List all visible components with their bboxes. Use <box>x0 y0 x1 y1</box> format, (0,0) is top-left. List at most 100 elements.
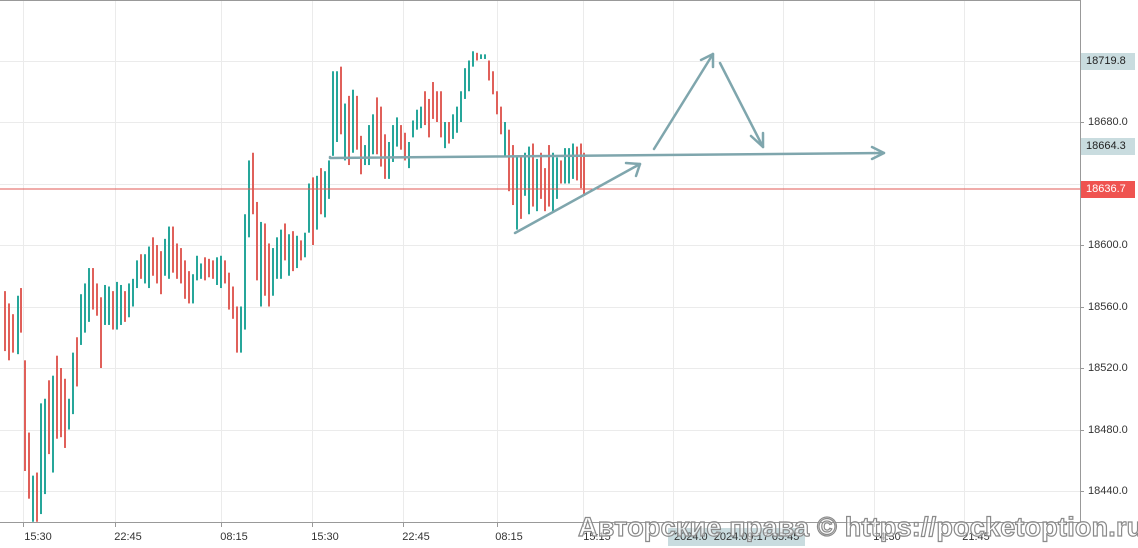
price-bar <box>508 129 510 192</box>
price-bar <box>48 380 50 455</box>
price-bar <box>256 201 258 281</box>
price-bar <box>480 54 482 59</box>
price-bar <box>368 125 370 166</box>
crosshair-time-badge: 2024.0 2024.09.17 05:45 <box>668 528 806 546</box>
price-bar <box>72 352 74 415</box>
price-bar <box>412 120 414 138</box>
price-bar <box>528 146 530 215</box>
drawing-tools-layer[interactable] <box>328 52 886 235</box>
price-bar <box>40 403 42 515</box>
price-bar <box>144 254 146 284</box>
price-bar <box>404 132 406 161</box>
price-bar <box>248 160 250 238</box>
price-bar <box>276 237 278 279</box>
price-bar <box>20 288 22 333</box>
price-bar <box>440 91 442 138</box>
price-bar <box>272 248 274 296</box>
time-tick: 15:30 <box>24 531 52 543</box>
price-bar <box>583 152 585 196</box>
crosshair-time-label: 2024.09.17 05:45 <box>713 531 800 543</box>
price-bar <box>524 152 526 196</box>
price-bar <box>392 125 394 162</box>
horizontal-resistance-line[interactable] <box>328 151 886 160</box>
price-bar <box>268 243 270 307</box>
price-bar <box>136 260 138 289</box>
price-bar <box>516 157 518 230</box>
price-bar <box>28 432 30 499</box>
price-bar <box>156 245 158 284</box>
price-bar <box>416 109 418 130</box>
price-bar <box>308 183 310 233</box>
price-bar <box>360 135 362 175</box>
price-bar <box>188 271 190 304</box>
price-bar <box>408 141 410 169</box>
time-tick: 08:15 <box>220 531 248 543</box>
price-bar <box>472 51 474 67</box>
price-bar <box>96 283 98 316</box>
price-tick-18680: 18680.0 <box>1088 116 1128 128</box>
projection-down-arrow[interactable] <box>718 61 765 149</box>
price-bar <box>152 237 154 276</box>
price-bar <box>336 71 338 142</box>
price-bar <box>300 240 302 261</box>
price-tick-18480: 18480.0 <box>1088 424 1128 436</box>
price-bar <box>560 160 562 184</box>
price-bar <box>124 291 126 322</box>
price-bar <box>224 260 226 284</box>
price-bar <box>56 355 58 439</box>
price-tick-18600: 18600.0 <box>1088 239 1128 251</box>
price-bar <box>52 375 54 473</box>
price-bar <box>448 122 450 144</box>
projection-up-arrow[interactable] <box>652 52 715 151</box>
price-bar <box>496 91 498 115</box>
price-bar <box>216 257 218 285</box>
price-bar <box>328 160 330 199</box>
price-bar <box>312 177 314 245</box>
price-bar <box>340 66 342 135</box>
price-bar <box>232 286 234 319</box>
price-bar <box>172 226 174 273</box>
price-bar <box>288 234 290 276</box>
price-bar <box>536 158 538 212</box>
price-bar <box>488 60 490 81</box>
price-bar <box>452 114 454 139</box>
price-bar <box>348 95 350 166</box>
price-bar <box>128 283 130 318</box>
price-bar <box>504 122 506 156</box>
price-bar <box>220 255 222 289</box>
price-tick-18440: 18440.0 <box>1088 485 1128 497</box>
price-bar <box>456 106 458 133</box>
price-bar <box>316 175 318 230</box>
price-bar <box>204 257 206 281</box>
price-bar <box>4 291 6 352</box>
price-bar <box>576 146 578 181</box>
price-bar <box>548 145 550 207</box>
price-bar <box>376 97 378 155</box>
price-bar <box>192 274 194 304</box>
projection-down-arrowhead-icon <box>749 131 765 149</box>
price-bar <box>344 103 346 161</box>
price-bar <box>164 238 166 276</box>
price-bar <box>68 398 70 430</box>
price-bar <box>364 145 366 166</box>
price-tick-18520: 18520.0 <box>1088 362 1128 374</box>
price-bar <box>252 152 254 215</box>
price-bar <box>396 117 398 147</box>
price-bar <box>36 472 38 522</box>
price-bar <box>484 54 486 59</box>
price-bar <box>572 143 574 179</box>
price-bar <box>532 143 534 207</box>
price-bar <box>112 291 114 330</box>
price-bar <box>88 268 90 322</box>
price-bar <box>564 148 566 184</box>
rising-support-arrow[interactable] <box>513 162 642 235</box>
price-bar <box>512 145 514 206</box>
price-bar <box>17 295 19 355</box>
crosshair-time-partial: 2024.0 <box>674 531 708 543</box>
price-bar <box>196 255 198 281</box>
price-bar <box>424 91 426 126</box>
price-bar <box>296 235 298 269</box>
price-bar <box>180 248 182 284</box>
